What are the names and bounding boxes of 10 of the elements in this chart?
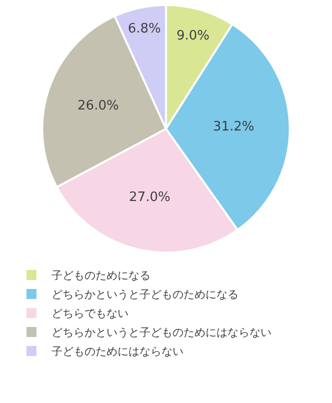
data-label: 26.0% bbox=[78, 98, 119, 114]
data-label: 6.8% bbox=[128, 21, 161, 36]
legend-label: 子どものためになる bbox=[51, 269, 150, 282]
legend-label: どちらかというと子どものためにはならない bbox=[51, 326, 272, 340]
legend-label: どちらでもない bbox=[51, 307, 128, 320]
data-label: 31.2% bbox=[212, 120, 254, 135]
legend-label: 子どものためにはならない bbox=[51, 345, 184, 358]
legend-label: どちらかというと子どものためになる bbox=[51, 288, 238, 302]
data-label: 9.0% bbox=[176, 28, 210, 44]
data-label: 27.0% bbox=[129, 190, 170, 206]
